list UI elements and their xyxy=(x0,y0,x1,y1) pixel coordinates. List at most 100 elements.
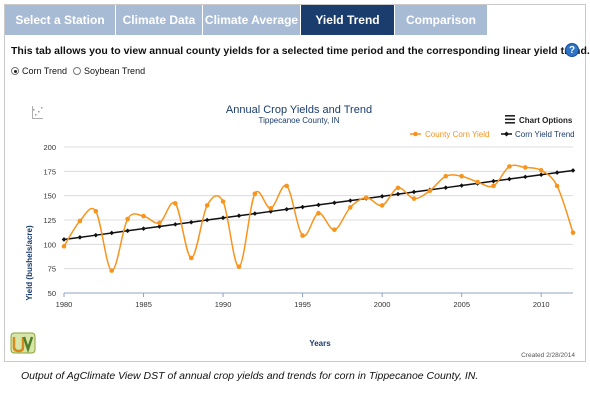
yield-point[interactable] xyxy=(475,179,480,185)
radio-corn-indicator[interactable] xyxy=(11,67,19,75)
yield-point[interactable] xyxy=(284,183,289,189)
help-icon[interactable]: ? xyxy=(565,43,579,57)
radio-soybean-label: Soybean Trend xyxy=(84,66,146,76)
y-tick-label: 150 xyxy=(43,192,56,201)
yield-point[interactable] xyxy=(236,264,242,270)
trend-point[interactable] xyxy=(379,194,385,199)
trend-point[interactable] xyxy=(284,206,289,212)
yield-point[interactable] xyxy=(363,195,369,200)
yield-point[interactable] xyxy=(125,216,130,222)
tab-comparison[interactable]: Comparison xyxy=(395,5,488,35)
chart-title: Annual Crop Yields and Trend xyxy=(226,104,372,116)
yield-point[interactable] xyxy=(348,205,353,210)
yield-point[interactable] xyxy=(507,164,512,169)
created-label: Created 2/28/2014 xyxy=(521,352,575,359)
radio-corn-label: Corn Trend xyxy=(22,66,68,76)
radio-soybean-indicator[interactable] xyxy=(73,67,82,75)
radio-soybean-trend[interactable]: Soybean Trend xyxy=(73,66,145,76)
trend-point[interactable] xyxy=(443,185,449,190)
trend-point[interactable] xyxy=(204,217,210,223)
radio-corn-trend[interactable]: Corn Trend xyxy=(11,66,67,76)
yield-point[interactable] xyxy=(173,201,178,206)
trend-point[interactable] xyxy=(173,222,178,227)
x-tick-label: 1985 xyxy=(135,300,152,309)
app-frame: Select a Station Climate Data Climate Av… xyxy=(4,4,590,382)
yield-point[interactable] xyxy=(61,243,67,249)
legend-label-trend: Corn Yield Trend xyxy=(515,130,575,139)
trend-point[interactable] xyxy=(125,228,130,234)
trend-point[interactable] xyxy=(316,202,321,208)
yield-point[interactable] xyxy=(459,173,464,179)
trend-point[interactable] xyxy=(554,170,560,175)
y-tick-label: 125 xyxy=(43,216,56,225)
intro-text: This tab allows you to view annual count… xyxy=(11,45,590,57)
tab-yield-trend[interactable]: Yield Trend xyxy=(301,5,395,35)
legend-label-yield: County Corn Yield xyxy=(425,130,489,139)
trend-point[interactable] xyxy=(157,224,162,229)
trend-point[interactable] xyxy=(109,230,115,236)
yield-point[interactable] xyxy=(411,196,417,201)
tab-climate-average[interactable]: Climate Average xyxy=(203,5,301,35)
y-tick-label: 175 xyxy=(43,167,56,176)
yield-point[interactable] xyxy=(188,255,194,261)
chart-options-button[interactable]: Chart Options xyxy=(505,115,573,125)
trend-point[interactable] xyxy=(236,213,242,219)
yield-point[interactable] xyxy=(443,173,449,179)
yield-point[interactable] xyxy=(220,199,226,204)
yield-point[interactable] xyxy=(554,183,560,189)
yield-point[interactable] xyxy=(204,203,210,208)
chart-subtitle: Tippecanoe County, IN xyxy=(259,116,340,125)
yield-point[interactable] xyxy=(93,208,99,214)
trend-point[interactable] xyxy=(507,176,512,182)
trend-point[interactable] xyxy=(93,232,99,238)
tab-select-station[interactable]: Select a Station xyxy=(5,5,116,35)
yield-point[interactable] xyxy=(77,218,83,224)
yield-point[interactable] xyxy=(268,206,274,211)
yield-point[interactable] xyxy=(109,268,115,273)
trend-point[interactable] xyxy=(252,211,258,216)
legend: County Corn Yield Corn Yield Trend xyxy=(410,130,575,139)
legend-item-yield[interactable]: County Corn Yield xyxy=(410,130,489,139)
trend-point[interactable] xyxy=(522,174,528,180)
tab-climate-data[interactable]: Climate Data xyxy=(116,5,203,35)
x-tick-labels: 1980 1985 1990 1995 2000 2005 2010 xyxy=(56,293,550,309)
trend-point[interactable] xyxy=(61,237,67,242)
trend-point[interactable] xyxy=(77,235,83,240)
yield-point[interactable] xyxy=(395,185,401,191)
trend-point[interactable] xyxy=(538,172,544,178)
trend-point[interactable] xyxy=(300,204,305,210)
trend-point[interactable] xyxy=(141,226,146,231)
yield-point[interactable] xyxy=(300,233,305,238)
y-axis-label: Yield (bushels/acre) xyxy=(25,225,34,301)
trend-point[interactable] xyxy=(188,219,194,225)
yield-point[interactable] xyxy=(316,210,321,216)
trend-point[interactable] xyxy=(570,168,576,173)
trend-point[interactable] xyxy=(348,198,353,203)
x-tick-label: 1990 xyxy=(215,300,232,309)
yield-point[interactable] xyxy=(379,203,385,208)
yield-point[interactable] xyxy=(427,188,433,194)
yield-point[interactable] xyxy=(252,191,258,197)
yield-point[interactable] xyxy=(491,183,496,189)
trend-point[interactable] xyxy=(459,183,464,188)
yield-point[interactable] xyxy=(332,227,337,233)
trend-series xyxy=(61,168,576,242)
trend-point[interactable] xyxy=(411,189,417,195)
trend-point[interactable] xyxy=(332,200,337,206)
x-tick-label: 2010 xyxy=(533,300,550,309)
y-tick-label: 200 xyxy=(43,143,56,152)
yield-point[interactable] xyxy=(570,230,576,235)
yield-point[interactable] xyxy=(157,220,162,226)
trend-point[interactable] xyxy=(491,178,496,184)
logo-icon xyxy=(10,332,36,354)
yield-point[interactable] xyxy=(522,165,528,170)
menu-icon xyxy=(505,115,515,124)
zoom-reset-icon[interactable] xyxy=(32,106,43,119)
trend-point[interactable] xyxy=(220,215,226,221)
legend-item-trend[interactable]: Corn Yield Trend xyxy=(501,130,575,139)
y-tick-label: 75 xyxy=(48,265,56,274)
x-tick-label: 2005 xyxy=(453,300,470,309)
yield-point[interactable] xyxy=(538,168,544,173)
gridlines xyxy=(64,146,573,294)
yield-point[interactable] xyxy=(141,213,146,219)
